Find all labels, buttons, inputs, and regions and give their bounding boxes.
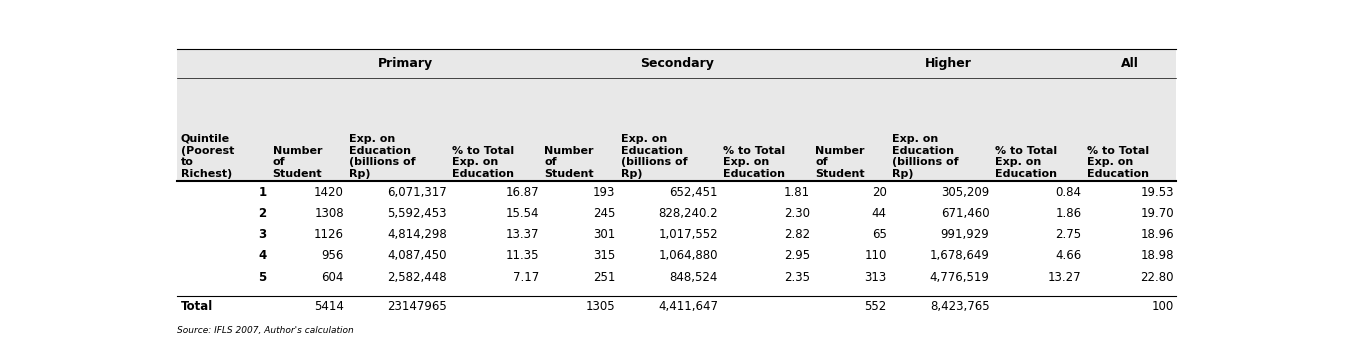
Bar (177, 49, 1176, 182)
Text: 13.27: 13.27 (1048, 271, 1082, 284)
Text: 2: 2 (258, 207, 266, 220)
Text: 16.87: 16.87 (506, 185, 539, 199)
Text: 4,814,298: 4,814,298 (387, 228, 446, 241)
Text: % to Total
Exp. on
Education: % to Total Exp. on Education (452, 145, 514, 179)
Text: 100: 100 (1152, 300, 1174, 313)
Text: 4: 4 (258, 250, 266, 262)
Text: Source: IFLS 2007, Author's calculation: Source: IFLS 2007, Author's calculation (177, 326, 354, 335)
Text: 1: 1 (258, 185, 266, 199)
Text: 315: 315 (594, 250, 615, 262)
Text: 1126: 1126 (314, 228, 343, 241)
Text: Number
of
Student: Number of Student (273, 145, 322, 179)
Text: 552: 552 (864, 300, 887, 313)
Text: 2.82: 2.82 (784, 228, 810, 241)
Text: 3: 3 (258, 228, 266, 241)
Text: 11.35: 11.35 (506, 250, 539, 262)
Text: 5,592,453: 5,592,453 (387, 207, 446, 220)
Text: 110: 110 (864, 250, 887, 262)
Text: 5414: 5414 (314, 300, 343, 313)
Text: % to Total
Exp. on
Education: % to Total Exp. on Education (1087, 145, 1149, 179)
Text: 5: 5 (258, 271, 266, 284)
Text: 991,929: 991,929 (941, 228, 990, 241)
Text: Exp. on
Education
(billions of
Rp): Exp. on Education (billions of Rp) (621, 134, 687, 179)
Text: Quintile
(Poorest
to
Richest): Quintile (Poorest to Richest) (181, 134, 234, 179)
Text: 7.17: 7.17 (512, 271, 539, 284)
Text: 65: 65 (872, 228, 887, 241)
Text: 1420: 1420 (314, 185, 343, 199)
Text: % to Total
Exp. on
Education: % to Total Exp. on Education (995, 145, 1057, 179)
Text: 19.53: 19.53 (1140, 185, 1174, 199)
Text: All: All (1121, 57, 1138, 70)
Text: 671,460: 671,460 (941, 207, 990, 220)
Text: 44: 44 (872, 207, 887, 220)
Text: 251: 251 (594, 271, 615, 284)
Text: Number
of
Student: Number of Student (544, 145, 594, 179)
Text: Exp. on
Education
(billions of
Rp): Exp. on Education (billions of Rp) (892, 134, 959, 179)
Text: 193: 193 (594, 185, 615, 199)
Text: 4,776,519: 4,776,519 (930, 271, 990, 284)
Text: 2.30: 2.30 (784, 207, 810, 220)
Text: 1305: 1305 (585, 300, 615, 313)
Text: % to Total
Exp. on
Education: % to Total Exp. on Education (723, 145, 786, 179)
Text: 301: 301 (594, 228, 615, 241)
Text: Secondary: Secondary (639, 57, 714, 70)
Text: Exp. on
Education
(billions of
Rp): Exp. on Education (billions of Rp) (349, 134, 416, 179)
Text: 13.37: 13.37 (506, 228, 539, 241)
Text: 1,017,552: 1,017,552 (658, 228, 718, 241)
Text: 1,678,649: 1,678,649 (930, 250, 990, 262)
Text: 305,209: 305,209 (941, 185, 990, 199)
Text: 19.70: 19.70 (1140, 207, 1174, 220)
Text: Total: Total (181, 300, 212, 313)
Text: 8,423,765: 8,423,765 (930, 300, 990, 313)
Text: 4,411,647: 4,411,647 (658, 300, 718, 313)
Text: Primary: Primary (377, 57, 433, 70)
Text: 652,451: 652,451 (669, 185, 718, 199)
Text: 15.54: 15.54 (506, 207, 539, 220)
Text: 313: 313 (864, 271, 887, 284)
Text: 1308: 1308 (315, 207, 343, 220)
Text: 2.95: 2.95 (784, 250, 810, 262)
Text: 828,240.2: 828,240.2 (658, 207, 718, 220)
Text: 1.81: 1.81 (784, 185, 810, 199)
Text: 22.80: 22.80 (1140, 271, 1174, 284)
Text: 604: 604 (322, 271, 343, 284)
Text: 18.98: 18.98 (1140, 250, 1174, 262)
Text: Number
of
Student: Number of Student (815, 145, 865, 179)
Text: 4,087,450: 4,087,450 (387, 250, 446, 262)
Text: 2.35: 2.35 (784, 271, 810, 284)
Text: 848,524: 848,524 (669, 271, 718, 284)
Text: Higher: Higher (925, 57, 972, 70)
Text: 2,582,448: 2,582,448 (387, 271, 446, 284)
Text: 23147965: 23147965 (387, 300, 446, 313)
Text: 6,071,317: 6,071,317 (387, 185, 446, 199)
Text: 956: 956 (322, 250, 343, 262)
Text: 2.75: 2.75 (1056, 228, 1082, 241)
Text: 245: 245 (594, 207, 615, 220)
Text: 18.96: 18.96 (1140, 228, 1174, 241)
Text: 20: 20 (872, 185, 887, 199)
Text: 1.86: 1.86 (1056, 207, 1082, 220)
Text: 1,064,880: 1,064,880 (658, 250, 718, 262)
Text: 0.84: 0.84 (1056, 185, 1082, 199)
Text: 4.66: 4.66 (1056, 250, 1082, 262)
